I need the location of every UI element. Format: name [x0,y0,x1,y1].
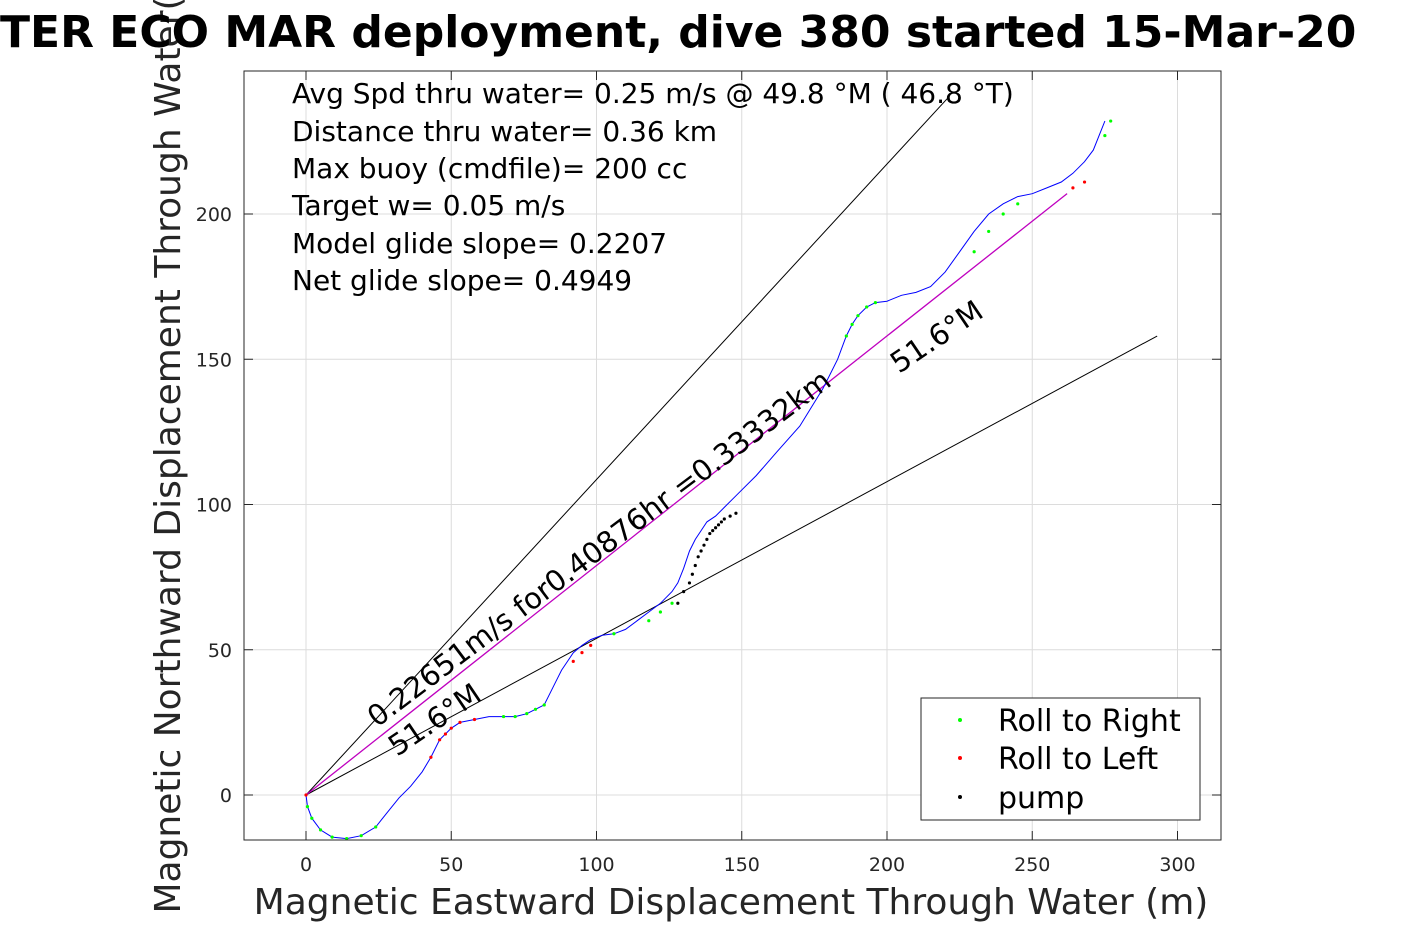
point-roll-to-right [850,322,854,326]
stats-model-glide-slope: Model glide slope= 0.2207 [292,227,667,260]
point-roll-to-right [513,714,517,719]
point-pump [719,520,724,524]
plot-area-border [243,70,1222,841]
point-roll-to-right [612,632,616,636]
point-roll-to-right [1109,119,1113,123]
point-pump [676,601,680,605]
legend-label-roll-right: Roll to Right [998,704,1181,739]
point-roll-to-left [571,659,575,663]
mean-track-line [305,193,1068,796]
point-roll-to-left [458,720,462,724]
point-roll-to-right [873,301,877,305]
point-roll-to-right [318,828,323,832]
point-pump [728,514,732,518]
stats-text-block: Avg Spd thru water= 0.25 m/s @ 49.8 °M (… [291,77,1014,297]
point-pump [711,529,715,533]
point-pump [734,511,738,515]
point-pump [696,555,700,559]
stats-net-glide-slope: Net glide slope= 0.4949 [292,264,632,297]
point-pump [699,549,703,553]
y-axis-label: Magnetic Northward Displacement Through … [148,0,189,914]
data-series [304,119,1113,841]
point-roll-to-right [844,334,848,338]
stats-distance: Distance thru water= 0.36 km [292,115,717,148]
point-roll-to-right [359,834,363,838]
point-pump [722,517,726,521]
point-roll-to-left [580,651,584,655]
point-roll-to-right [310,816,314,820]
point-roll-to-right [987,229,991,234]
point-roll-to-right [330,835,334,839]
legend-marker-pump [958,795,962,799]
x-axis-label: Magnetic Eastward Displacement Through W… [254,882,1209,923]
legend-marker-roll-right [958,718,962,722]
point-roll-to-right [658,610,663,614]
point-roll-to-left [304,793,308,797]
legend-box [920,697,1201,821]
legend-label-roll-left: Roll to Left [998,742,1158,777]
heading-limit-lines [305,97,1158,796]
point-roll-to-left [429,755,433,759]
point-roll-to-left [438,738,442,742]
glider-track-line [305,120,1106,840]
point-pump [690,572,694,576]
point-roll-to-right [1103,133,1107,138]
point-roll-to-left [589,643,593,647]
point-roll-to-right [305,805,310,809]
gridlines [244,71,1221,840]
point-pump [693,563,697,568]
point-roll-to-right [670,601,674,605]
y-tick-label: 50 [208,640,232,662]
point-pump [716,523,721,527]
point-roll-to-right [501,714,506,719]
chart-title: TER ECO MAR deployment, dive 380 started… [0,7,1356,58]
point-pump [702,543,706,547]
x-tick-label: 100 [578,854,614,876]
point-roll-to-left [1082,180,1087,184]
legend-marker-roll-left [958,756,962,760]
stats-max-buoy: Max buoy (cmdfile)= 200 cc [292,152,687,185]
point-roll-to-right [345,836,349,841]
point-pump [687,581,692,585]
point-pump [705,537,709,541]
legend: Roll to Right Roll to Left pump [920,697,1201,821]
point-roll-to-left [472,717,477,722]
heading-limit-line [305,97,949,796]
point-pump [708,531,712,536]
point-roll-to-right [1001,212,1005,216]
point-pump [682,590,686,594]
stats-avg-speed: Avg Spd thru water= 0.25 m/s @ 49.8 °M (… [292,77,1014,110]
point-roll-to-right [533,707,538,711]
x-tick-label: 200 [869,854,905,876]
point-roll-to-left [443,732,448,736]
x-tick-label: 50 [439,854,463,876]
point-roll-to-right [856,314,860,318]
x-tick-label: 150 [724,854,760,876]
point-roll-to-right [1016,202,1020,206]
point-roll-to-right [647,619,651,623]
y-tick-label: 0 [220,785,232,807]
x-tick-label: 300 [1159,854,1195,876]
axis-ticks: 0 50 100 150 200 250 300 0 50 100 150 200 [196,71,1221,876]
point-roll-to-right [865,305,869,309]
legend-label-pump: pump [998,781,1084,816]
y-tick-label: 100 [196,495,232,517]
heading-limit-line [305,335,1158,796]
point-roll-to-left [449,726,453,730]
y-tick-label: 200 [196,204,232,226]
point-pump [714,526,718,530]
x-tick-label: 250 [1014,854,1050,876]
point-roll-to-left [1071,186,1075,190]
stats-target-w: Target w= 0.05 m/s [291,189,565,222]
point-roll-to-right [972,250,976,254]
y-tick-label: 150 [196,349,232,371]
x-tick-label: 0 [300,854,312,876]
point-roll-to-right [374,825,378,829]
point-roll-to-right [542,703,546,707]
point-roll-to-right [525,712,529,716]
